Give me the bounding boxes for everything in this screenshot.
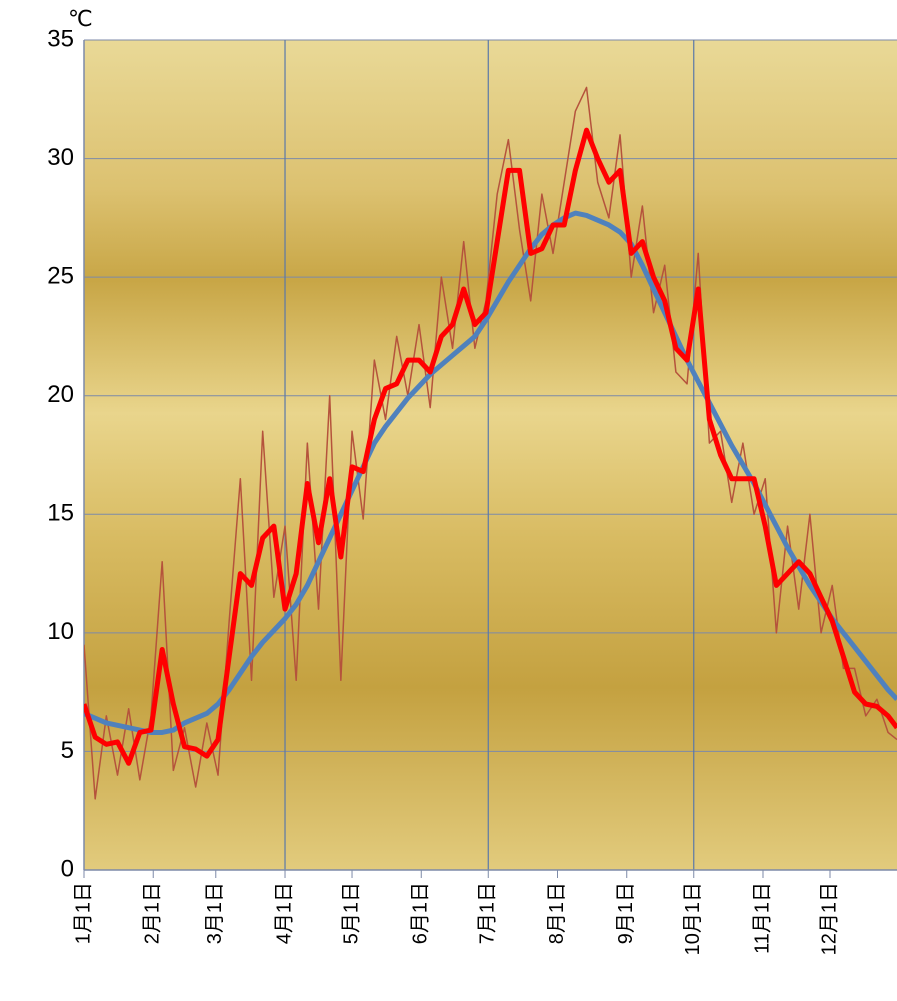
- y-unit: ℃: [68, 6, 93, 31]
- y-tick-label: 15: [47, 500, 74, 527]
- y-tick-label: 20: [47, 381, 74, 408]
- series-line: [84, 210, 897, 735]
- x-tick-label: 11月1日: [751, 882, 773, 954]
- x-tick-label: 5月1日: [340, 882, 362, 944]
- x-tick-label: 7月1日: [477, 882, 499, 944]
- y-tick-label: 30: [47, 144, 74, 171]
- series-line: [84, 86, 897, 800]
- y-tick-label: 0: [61, 855, 74, 882]
- x-tick-label: 3月1日: [204, 882, 226, 944]
- series-line: [84, 127, 897, 766]
- y-tick-label: 25: [47, 262, 74, 289]
- x-tick-label: 4月1日: [273, 882, 295, 944]
- plot-lines: [84, 86, 897, 800]
- x-tick-label: 1月1日: [72, 882, 94, 944]
- x-tick-label: 6月1日: [410, 882, 432, 944]
- x-tick-label: 8月1日: [546, 882, 568, 944]
- x-tick-label: 10月1日: [682, 882, 704, 955]
- x-tick-label: 12月1日: [818, 882, 840, 955]
- y-tick-label: 35: [47, 25, 74, 52]
- plot-background: [84, 40, 897, 870]
- y-tick-label: 5: [61, 737, 74, 764]
- x-tick-label: 9月1日: [615, 882, 637, 944]
- x-tick-label: 2月1日: [142, 882, 164, 944]
- y-tick-label: 10: [47, 618, 74, 645]
